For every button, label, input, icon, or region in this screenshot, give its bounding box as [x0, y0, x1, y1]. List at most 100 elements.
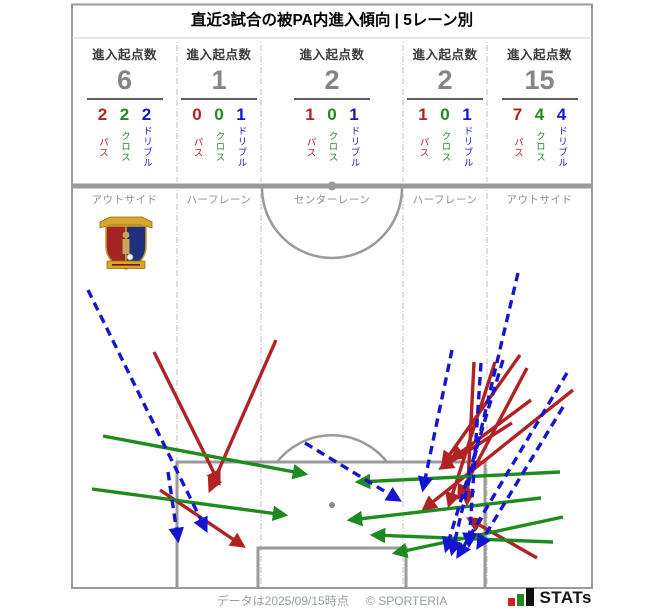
- dribble-label: ドリブル: [348, 126, 360, 168]
- pass-label: パス: [417, 136, 429, 158]
- entry-arrow-cross: [369, 527, 554, 544]
- pass-count: 1: [418, 105, 428, 124]
- cross-label: クロス: [326, 131, 338, 163]
- entry-arrow-dribble: [304, 441, 402, 502]
- pass-label: パス: [191, 136, 203, 158]
- entry-type-labels: パス クロス ドリブル: [397, 126, 494, 168]
- column-header: 進入起点数: [412, 48, 478, 62]
- outer-border: [71, 3, 593, 589]
- centre-circle: [260, 187, 404, 260]
- lane-label-outside-right: アウトサイド: [506, 194, 573, 206]
- goal-box: [256, 546, 408, 587]
- cross-label: クロス: [119, 131, 130, 163]
- chart-title: 直近3試合の被PA内進入傾向 | 5レーン別: [190, 12, 474, 29]
- centre-mark: [327, 181, 337, 191]
- entry-type-labels: パス クロス ドリブル: [284, 126, 381, 168]
- dribble-count: 1: [349, 105, 359, 124]
- dribble-label: ドリブル: [556, 126, 567, 168]
- entry-arrow-cross: [346, 496, 542, 527]
- stats-logo: STATs: [508, 588, 592, 606]
- entry-arrow-cross: [354, 470, 561, 490]
- divider-line: [407, 98, 483, 100]
- dribble-count: 2: [141, 105, 152, 124]
- stats-dividers: [176, 42, 488, 182]
- entry-arrow-dribble: [86, 289, 208, 534]
- column-header: 進入起点数: [506, 48, 572, 62]
- cross-label: クロス: [213, 131, 225, 163]
- cross-label: クロス: [439, 131, 451, 163]
- stats-logo-text: STATs: [539, 588, 592, 607]
- lane-label-centre: センターレーン: [293, 194, 371, 206]
- cross-count: 2: [119, 105, 130, 124]
- entry-arrow-pass: [207, 339, 278, 494]
- divider-line: [181, 98, 257, 100]
- cross-count: 0: [214, 105, 224, 124]
- entry-arrow-dribble: [456, 372, 569, 559]
- entry-origin-total: 2: [437, 65, 453, 95]
- entry-type-labels: パス クロス ドリブル: [76, 126, 173, 168]
- dribble-label: ドリブル: [461, 126, 473, 168]
- entry-origin-total: 2: [324, 65, 340, 95]
- entry-type-counts: 2 2 2: [76, 106, 173, 124]
- lane-dividers: [176, 190, 488, 585]
- cross-label: クロス: [534, 131, 545, 163]
- pass-label: パス: [512, 136, 523, 158]
- stats-column-outside-right: 進入起点数 15 7 4 4 パス クロス ドリブル: [491, 44, 588, 168]
- entry-type-counts: 7 4 4: [491, 106, 588, 124]
- pass-label: パス: [97, 136, 108, 158]
- dribble-label: ドリブル: [235, 126, 247, 168]
- entry-arrows-layer: [86, 272, 575, 560]
- divider-line: [501, 98, 578, 100]
- cross-count: 4: [534, 105, 545, 124]
- penalty-box: [175, 460, 487, 587]
- stats-column-half-right: 進入起点数 2 1 0 1 パス クロス ドリブル: [397, 44, 494, 168]
- penalty-spot: [329, 502, 335, 508]
- pass-count: 2: [97, 105, 108, 124]
- entry-origin-total: 6: [116, 65, 133, 95]
- entry-arrow-pass: [445, 361, 497, 509]
- entry-type-counts: 1 0 1: [397, 106, 494, 124]
- bar-chart-icon: [508, 588, 535, 606]
- dribble-count: 4: [556, 105, 567, 124]
- entry-type-counts: 1 0 1: [284, 106, 381, 124]
- entry-type-counts: 0 0 1: [171, 106, 268, 124]
- pass-count: 7: [512, 105, 523, 124]
- pass-count: 0: [192, 105, 202, 124]
- entry-arrow-pass: [449, 398, 533, 462]
- entry-type-labels: パス クロス ドリブル: [171, 126, 268, 168]
- stats-column-outside-left: 進入起点数 6 2 2 2 パス クロス ドリブル: [76, 44, 173, 168]
- penalty-arc: [276, 434, 388, 463]
- stats-column-centre: 進入起点数 2 1 0 1 パス クロス ドリブル: [284, 44, 381, 168]
- entry-arrow-dribble: [447, 272, 520, 557]
- lane-label-half-left: ハーフレーン: [186, 194, 252, 206]
- entry-origin-total: 15: [524, 65, 555, 95]
- lane-label-half-right: ハーフレーン: [412, 194, 478, 206]
- dribble-count: 1: [462, 105, 472, 124]
- pass-count: 1: [305, 105, 315, 124]
- entry-arrow-pass: [152, 351, 221, 487]
- cross-count: 0: [440, 105, 450, 124]
- column-header: 進入起点数: [186, 48, 252, 62]
- cross-count: 0: [327, 105, 337, 124]
- divider-line: [86, 98, 163, 100]
- pass-label: パス: [304, 136, 316, 158]
- stats-column-half-left: 進入起点数 1 0 0 1 パス クロス ドリブル: [171, 44, 268, 168]
- dribble-count: 1: [236, 105, 246, 124]
- pitch-markings: [175, 187, 487, 587]
- entry-arrow-dribble: [166, 471, 184, 544]
- copyright: © SPORTERIA: [366, 594, 448, 608]
- entry-arrow-cross: [91, 487, 289, 522]
- data-date-note: データは2025/09/15時点: [216, 594, 349, 608]
- lane-label-outside-left: アウトサイド: [91, 194, 158, 206]
- column-header: 進入起点数: [91, 48, 157, 62]
- entry-arrow-dribble: [442, 359, 505, 554]
- column-header: 進入起点数: [299, 48, 365, 62]
- entry-arrow-dribble: [417, 349, 454, 493]
- dribble-label: ドリブル: [141, 126, 152, 168]
- entry-origin-total: 1: [211, 65, 227, 95]
- divider-line: [294, 98, 370, 100]
- footer: データは2025/09/15時点 © SPORTERIA: [72, 592, 592, 609]
- entry-arrow-cross: [102, 434, 309, 480]
